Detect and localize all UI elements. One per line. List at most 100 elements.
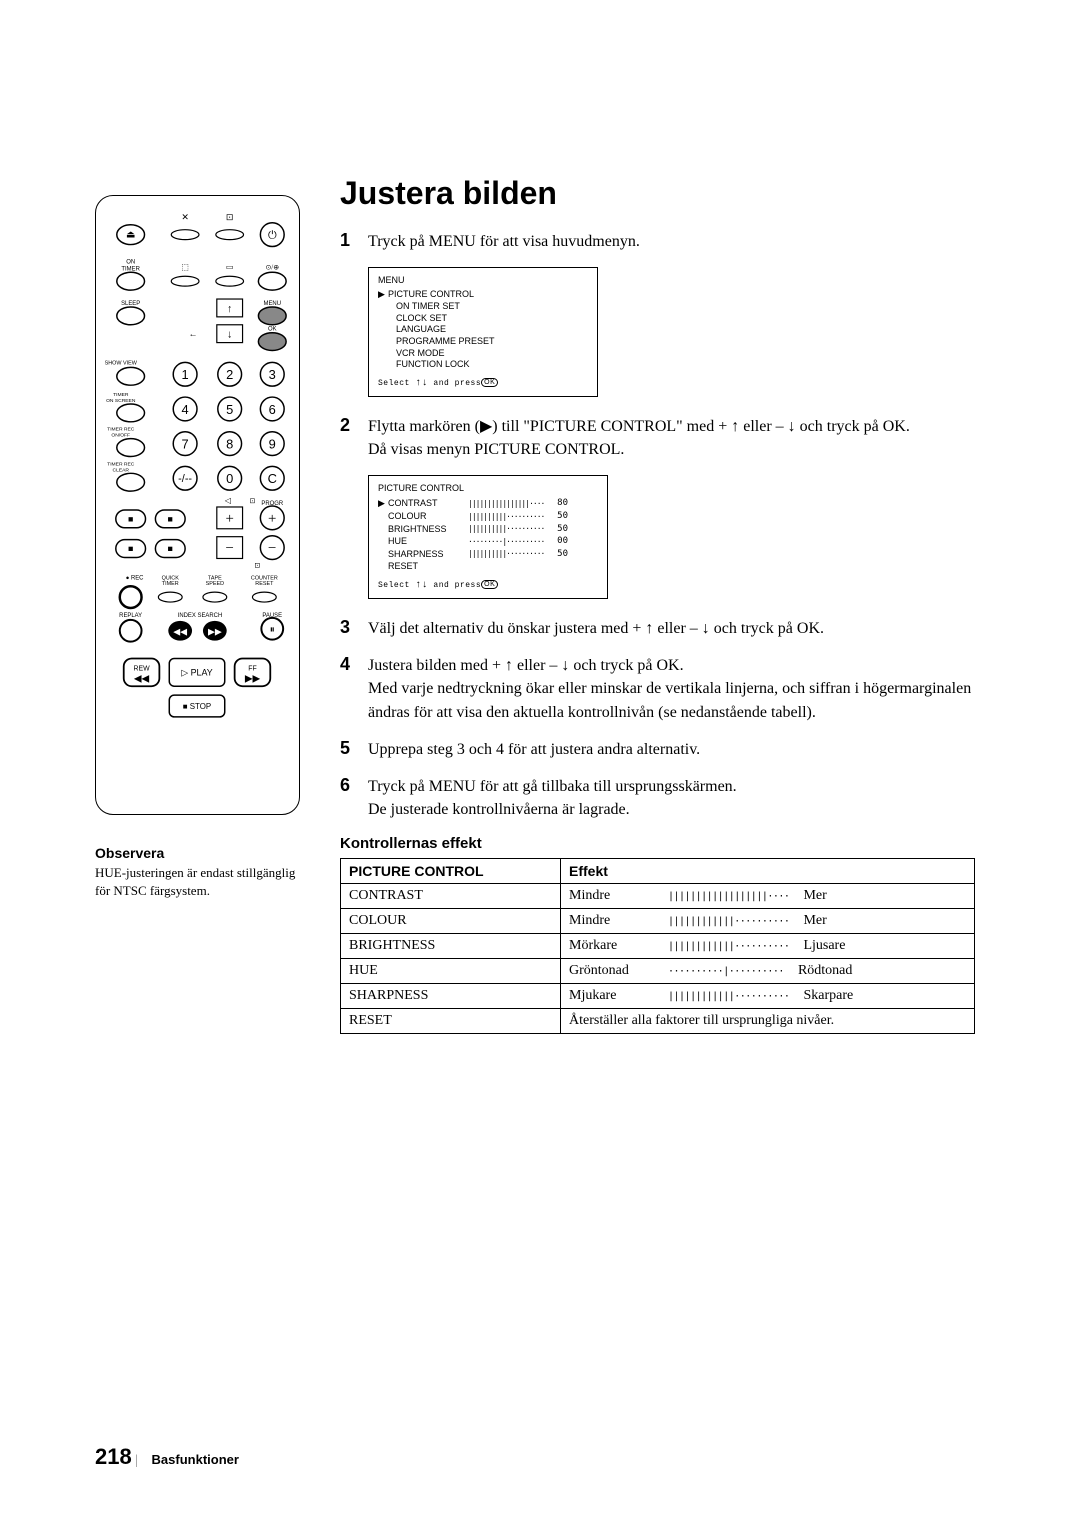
pc-footer: Select ↑↓ and pressOK (378, 580, 598, 591)
step-text: Justera bilden med + ↑ eller – ↓ och try… (368, 654, 980, 724)
svg-text:⊡: ⊡ (226, 212, 233, 222)
table-header: PICTURE CONTROL (341, 859, 561, 884)
step-1: 1 Tryck på MENU för att visa huvudmenyn. (340, 230, 980, 253)
table-heading: Kontrollernas effekt (340, 835, 980, 852)
svg-text:−: − (268, 541, 276, 557)
svg-text:3: 3 (269, 367, 276, 382)
menu-footer: Select ↑↓ and pressOK (378, 378, 588, 389)
svg-text:C: C (268, 471, 277, 486)
svg-text:■: ■ (168, 544, 173, 554)
step-number: 2 (340, 415, 368, 461)
menu-title: MENU (378, 275, 588, 285)
svg-text:SLEEP: SLEEP (121, 301, 140, 307)
svg-text:TIMER: TIMER (121, 266, 140, 272)
svg-text:7: 7 (182, 437, 189, 452)
effects-table: PICTURE CONTROL Effekt CONTRASTMindre|||… (340, 858, 975, 1034)
svg-text:⊡: ⊡ (249, 498, 255, 505)
svg-text:+: + (268, 511, 276, 527)
step-number: 6 (340, 775, 368, 821)
svg-text:4: 4 (182, 402, 189, 417)
svg-text:⏸: ⏸ (270, 625, 275, 636)
note-text: HUE-justeringen är endast stillgänglig f… (95, 864, 310, 899)
step-4: 4 Justera bilden med + ↑ eller – ↓ och t… (340, 654, 980, 724)
svg-text:● REC: ● REC (126, 575, 144, 581)
menu-screenshot: MENU ▶PICTURE CONTROL ON TIMER SET CLOCK… (368, 267, 598, 397)
svg-text:▶▶: ▶▶ (245, 673, 261, 684)
main-content: Justera bilden 1 Tryck på MENU för att v… (340, 175, 980, 1034)
svg-text:RESET: RESET (255, 581, 274, 587)
page-title: Justera bilden (340, 175, 980, 212)
step-number: 3 (340, 617, 368, 640)
step-number: 4 (340, 654, 368, 724)
step-text: Flytta markören (▶) till "PICTURE CONTRO… (368, 415, 980, 461)
svg-text:⏻: ⏻ (268, 230, 277, 242)
pc-rows: ▶CONTRAST||||||||||||||||····80COLOUR|||… (378, 497, 598, 573)
menu-item: ON TIMER SET (388, 301, 460, 313)
step-text: Tryck på MENU för att gå tillbaka till u… (368, 775, 980, 821)
svg-text:INDEX SEARCH: INDEX SEARCH (178, 613, 223, 619)
svg-text:6: 6 (269, 402, 276, 417)
footer-label: Basfunktioner (152, 1452, 239, 1467)
svg-text:⏏: ⏏ (126, 230, 135, 241)
svg-text:⊙/⊕: ⊙/⊕ (265, 264, 279, 271)
svg-text:ON: ON (126, 259, 135, 265)
remote-diagram: ⏏ ✕ ⊡ ⏻ ON TIMER ⬚ ▭ ⊙/⊕ SLEEP ↑ MENU ← … (95, 195, 300, 815)
svg-text:SPEED: SPEED (206, 581, 225, 587)
svg-text:CLEAR: CLEAR (113, 467, 130, 473)
menu-items: ▶PICTURE CONTROL ON TIMER SET CLOCK SET … (378, 289, 588, 371)
svg-text:◀◀: ◀◀ (134, 673, 150, 684)
page-number: 218 (95, 1444, 132, 1469)
svg-text:1: 1 (182, 367, 189, 382)
svg-text:+: + (225, 511, 233, 527)
svg-text:↓: ↓ (227, 329, 232, 341)
svg-text:TIMER REC: TIMER REC (107, 461, 135, 467)
svg-text:■: ■ (168, 514, 173, 524)
svg-text:-/--: -/-- (178, 473, 192, 485)
svg-text:OK: OK (268, 327, 277, 333)
svg-text:TIMER: TIMER (113, 392, 129, 398)
svg-text:REW: REW (133, 665, 150, 672)
svg-text:▷ PLAY: ▷ PLAY (181, 667, 212, 677)
step-text: Välj det alternativ du önskar justera me… (368, 617, 980, 640)
step-number: 5 (340, 738, 368, 761)
table-header: Effekt (561, 859, 975, 884)
svg-text:5: 5 (226, 402, 233, 417)
svg-text:FF: FF (248, 665, 256, 672)
note-label: Observera (95, 845, 310, 861)
svg-text:◁: ◁ (225, 496, 232, 505)
step-2: 2 Flytta markören (▶) till "PICTURE CONT… (340, 415, 980, 461)
step-6: 6 Tryck på MENU för att gå tillbaka till… (340, 775, 980, 821)
svg-text:9: 9 (269, 437, 276, 452)
menu-item: PICTURE CONTROL (388, 289, 474, 301)
menu-item: CLOCK SET (388, 313, 447, 325)
left-column: ⏏ ✕ ⊡ ⏻ ON TIMER ⬚ ▭ ⊙/⊕ SLEEP ↑ MENU ← … (95, 195, 310, 899)
menu-item: FUNCTION LOCK (388, 359, 470, 371)
svg-text:■ STOP: ■ STOP (183, 702, 211, 711)
svg-text:✕: ✕ (181, 212, 188, 222)
svg-text:ON/OFF: ON/OFF (111, 433, 130, 439)
svg-text:↑: ↑ (227, 303, 232, 315)
svg-text:TIMER REC: TIMER REC (107, 427, 135, 433)
step-3: 3 Välj det alternativ du önskar justera … (340, 617, 980, 640)
svg-text:▭: ▭ (226, 262, 233, 271)
step-text: Upprepa steg 3 och 4 för att justera and… (368, 738, 980, 761)
svg-text:2: 2 (226, 367, 233, 382)
svg-text:ON SCREEN: ON SCREEN (106, 398, 136, 404)
page-footer: 218 | Basfunktioner (95, 1444, 239, 1470)
menu-item: PROGRAMME PRESET (388, 336, 495, 348)
svg-text:TIMER: TIMER (162, 581, 179, 587)
step-number: 1 (340, 230, 368, 253)
svg-text:REPLAY: REPLAY (119, 613, 142, 619)
picture-control-screenshot: PICTURE CONTROL ▶CONTRAST|||||||||||||||… (368, 475, 608, 599)
menu-item: VCR MODE (388, 348, 445, 360)
menu-item: LANGUAGE (388, 324, 446, 336)
svg-text:MENU: MENU (264, 301, 281, 307)
pc-title: PICTURE CONTROL (378, 483, 598, 493)
step-5: 5 Upprepa steg 3 och 4 för att justera a… (340, 738, 980, 761)
step-text: Tryck på MENU för att visa huvudmenyn. (368, 230, 980, 253)
svg-text:⊡: ⊡ (254, 562, 260, 569)
svg-text:■: ■ (128, 514, 133, 524)
svg-text:0: 0 (226, 471, 233, 486)
svg-text:■: ■ (128, 544, 133, 554)
svg-text:SHOW VIEW: SHOW VIEW (105, 360, 138, 366)
